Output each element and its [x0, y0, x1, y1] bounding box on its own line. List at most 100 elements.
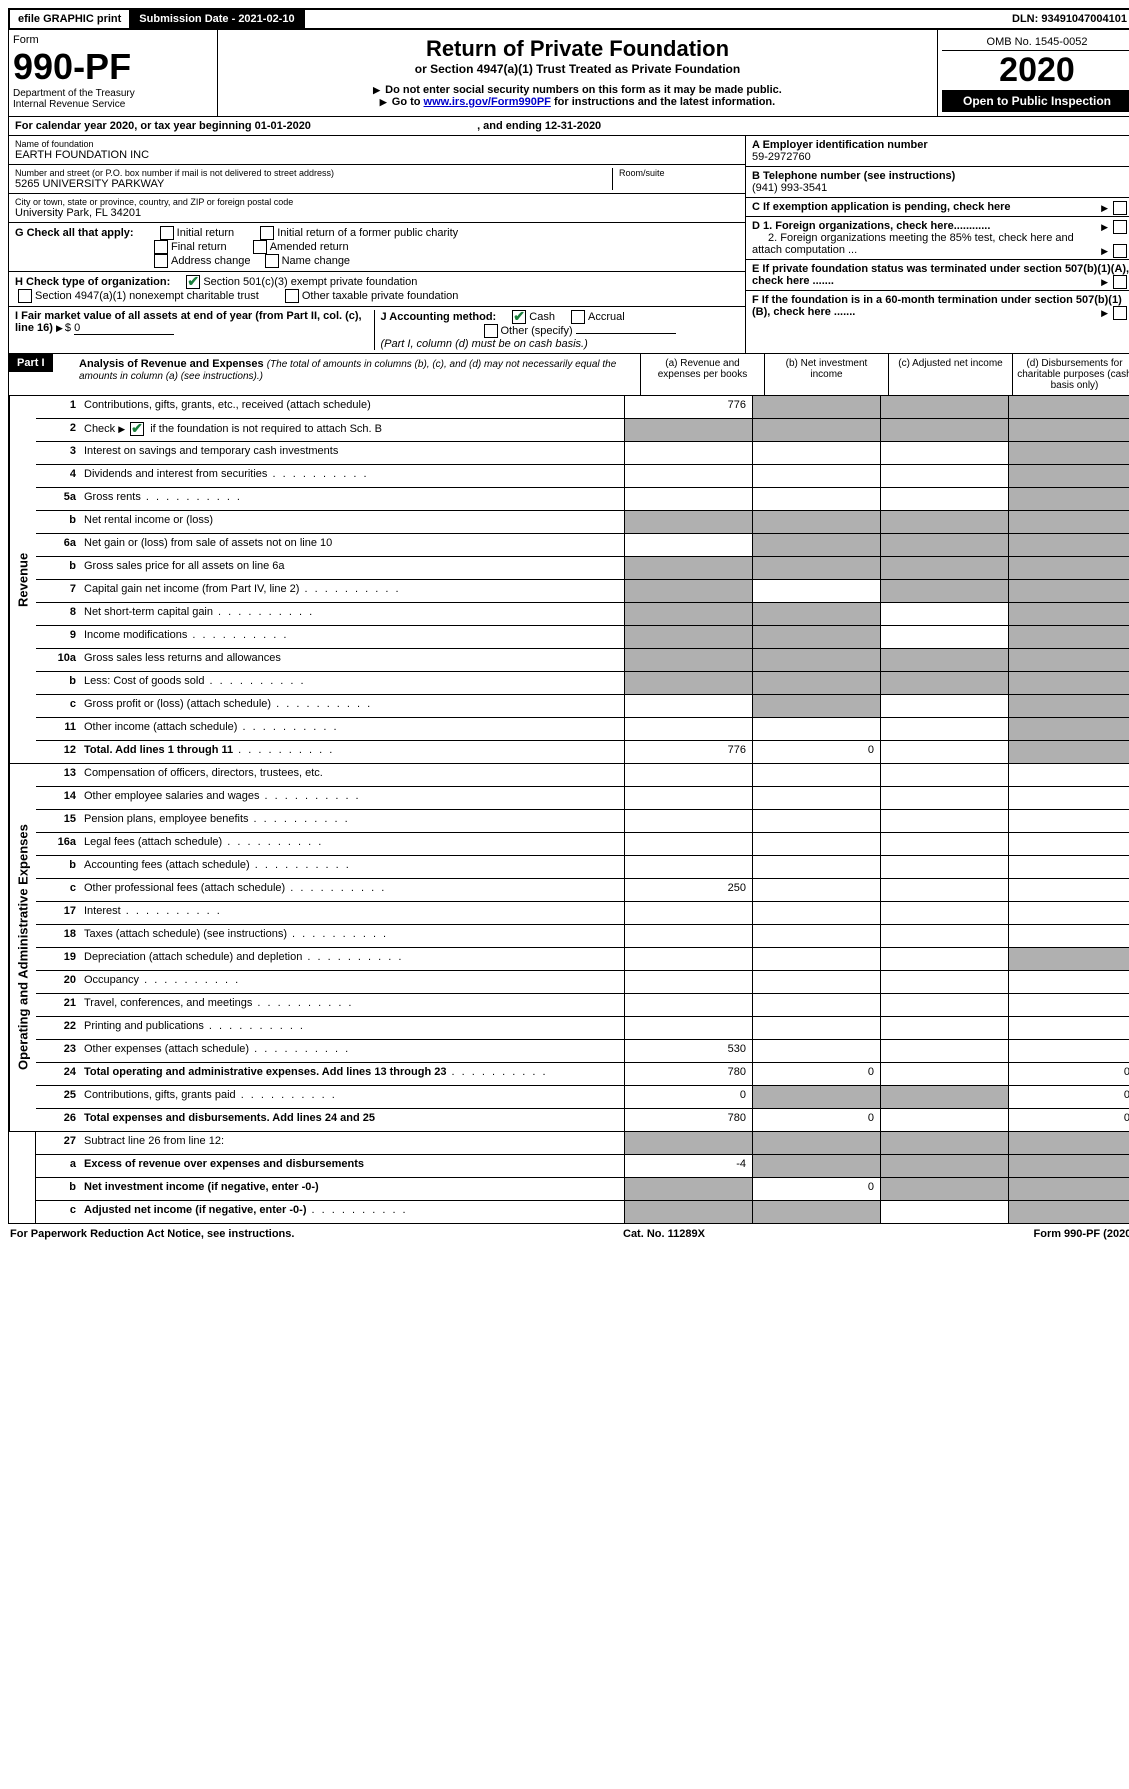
- line-num: b: [36, 511, 80, 533]
- cash-checkbox[interactable]: [512, 310, 526, 324]
- e-checkbox[interactable]: [1113, 275, 1127, 289]
- line-col-b: [752, 1040, 880, 1062]
- form-title: Return of Private Foundation: [224, 36, 931, 62]
- line-col-d: [1008, 948, 1129, 970]
- line-col-a: [624, 833, 752, 855]
- line-col-c: [880, 1063, 1008, 1085]
- top-bar: efile GRAPHIC print Submission Date - 20…: [8, 8, 1129, 30]
- line-desc: Gross sales price for all assets on line…: [80, 557, 624, 579]
- j-label: J Accounting method:: [381, 311, 497, 323]
- line-col-b: [752, 787, 880, 809]
- page-footer: For Paperwork Reduction Act Notice, see …: [8, 1224, 1129, 1244]
- line-desc: Dividends and interest from securities: [80, 465, 624, 487]
- room-label: Room/suite: [619, 168, 739, 178]
- line-desc: Net rental income or (loss): [80, 511, 624, 533]
- schb-checkbox[interactable]: [130, 422, 144, 436]
- line-col-d: [1008, 902, 1129, 924]
- address-change-checkbox[interactable]: [154, 254, 168, 268]
- efile-label: efile GRAPHIC print: [10, 10, 131, 28]
- line-col-a: 530: [624, 1040, 752, 1062]
- line-col-c: [880, 465, 1008, 487]
- fmv-value: 0: [74, 322, 174, 335]
- line-col-d: [1008, 718, 1129, 740]
- line-col-a: [624, 511, 752, 533]
- line-col-c: [880, 419, 1008, 441]
- line-num: 9: [36, 626, 80, 648]
- line-num: 18: [36, 925, 80, 947]
- f-checkbox[interactable]: [1113, 306, 1127, 320]
- form-subtitle: or Section 4947(a)(1) Trust Treated as P…: [224, 62, 931, 76]
- line-num: 14: [36, 787, 80, 809]
- form-label: Form: [13, 34, 213, 46]
- line-col-d: 0: [1008, 1063, 1129, 1085]
- d1-checkbox[interactable]: [1113, 220, 1127, 234]
- initial-former-checkbox[interactable]: [260, 226, 274, 240]
- line-col-d: [1008, 1155, 1129, 1177]
- line-num: c: [36, 695, 80, 717]
- line-num: 13: [36, 764, 80, 786]
- other-taxable-checkbox[interactable]: [285, 289, 299, 303]
- entity-info: Name of foundation EARTH FOUNDATION INC …: [8, 136, 1129, 353]
- addr-label: Number and street (or P.O. box number if…: [15, 168, 612, 178]
- line-desc: Taxes (attach schedule) (see instruction…: [80, 925, 624, 947]
- line-col-d: [1008, 1040, 1129, 1062]
- line-col-c: [880, 971, 1008, 993]
- final-return-label: Final return: [171, 241, 227, 253]
- line-col-a: [624, 649, 752, 671]
- d2-checkbox[interactable]: [1113, 244, 1127, 258]
- line-desc: Contributions, gifts, grants paid: [80, 1086, 624, 1108]
- line-col-b: 0: [752, 1178, 880, 1200]
- h-label: H Check type of organization:: [15, 276, 170, 288]
- ein-label: A Employer identification number: [752, 139, 928, 151]
- final-return-checkbox[interactable]: [154, 240, 168, 254]
- line-num: 20: [36, 971, 80, 993]
- line-col-a: [624, 718, 752, 740]
- line-col-b: [752, 672, 880, 694]
- instructions-link[interactable]: www.irs.gov/Form990PF: [424, 96, 551, 108]
- line-col-d: [1008, 741, 1129, 763]
- accrual-checkbox[interactable]: [571, 310, 585, 324]
- line-col-c: [880, 856, 1008, 878]
- c-label: C If exemption application is pending, c…: [752, 201, 1011, 213]
- line-col-a: [624, 994, 752, 1016]
- initial-return-checkbox[interactable]: [160, 226, 174, 240]
- line-col-a: [624, 465, 752, 487]
- line-col-c: [880, 442, 1008, 464]
- line-col-c: [880, 1086, 1008, 1108]
- form-ref: Form 990-PF (2020): [1034, 1228, 1129, 1240]
- j-note: (Part I, column (d) must be on cash basi…: [381, 338, 588, 350]
- line-col-c: [880, 1017, 1008, 1039]
- 501c3-checkbox[interactable]: [186, 275, 200, 289]
- line-num: a: [36, 1155, 80, 1177]
- line-col-d: [1008, 810, 1129, 832]
- line-num: 22: [36, 1017, 80, 1039]
- other-method-checkbox[interactable]: [484, 324, 498, 338]
- line-col-b: [752, 442, 880, 464]
- line-desc: Printing and publications: [80, 1017, 624, 1039]
- omb-number: OMB No. 1545-0052: [942, 34, 1129, 51]
- amended-return-checkbox[interactable]: [253, 240, 267, 254]
- city-label: City or town, state or province, country…: [15, 197, 739, 207]
- line-col-d: 0: [1008, 1109, 1129, 1131]
- line-col-b: 0: [752, 1063, 880, 1085]
- line-col-b: [752, 695, 880, 717]
- line-num: 3: [36, 442, 80, 464]
- line-col-b: [752, 810, 880, 832]
- line-desc: Total expenses and disbursements. Add li…: [80, 1109, 624, 1131]
- ein-value: 59-2972760: [752, 151, 811, 163]
- line-col-d: [1008, 925, 1129, 947]
- line-col-d: [1008, 1201, 1129, 1223]
- name-change-checkbox[interactable]: [265, 254, 279, 268]
- line-col-c: [880, 649, 1008, 671]
- line-num: 4: [36, 465, 80, 487]
- note-arrow-1: [373, 84, 382, 96]
- line-desc: Total operating and administrative expen…: [80, 1063, 624, 1085]
- line-col-c: [880, 626, 1008, 648]
- line-num: b: [36, 856, 80, 878]
- line-col-a: 780: [624, 1109, 752, 1131]
- line-col-a: [624, 442, 752, 464]
- c-checkbox[interactable]: [1113, 201, 1127, 215]
- 4947-checkbox[interactable]: [18, 289, 32, 303]
- line-col-a: [624, 626, 752, 648]
- line-col-a: [624, 948, 752, 970]
